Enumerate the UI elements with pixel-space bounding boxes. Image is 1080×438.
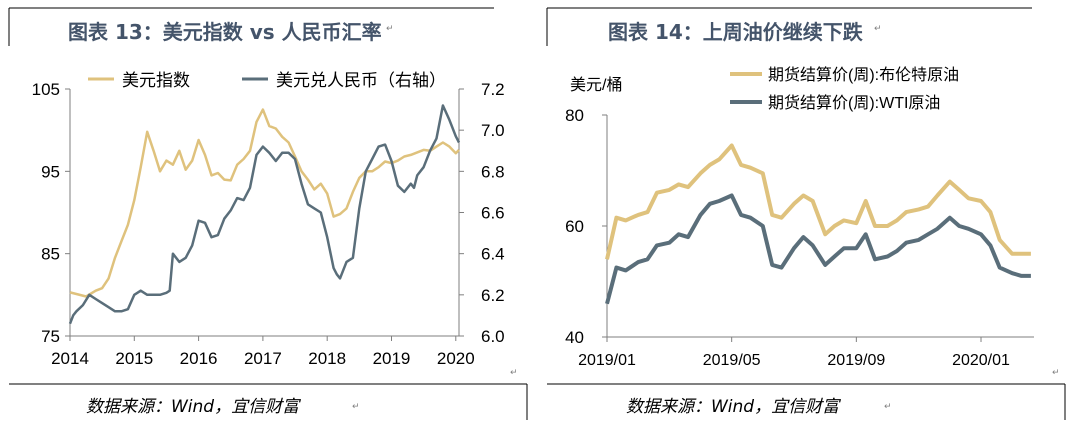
left-series: [68, 104, 461, 325]
paragraph-mark-icon: ↵: [1052, 368, 1060, 378]
right-chart: 美元/桶 期货结算价(周):布伦特原油 期货结算价(周):WTI原油 80 60 4…: [546, 7, 1066, 420]
legend-label-wti: 期货结算价(周):WTI原油: [768, 93, 940, 112]
x-tick-label: 2015: [115, 349, 153, 368]
x-tick-label: 2019: [373, 349, 411, 368]
paragraph-mark-icon: ↵: [510, 368, 518, 378]
y-right-tick-label: 7.2: [481, 80, 505, 99]
y-left-tick-label: 85: [41, 245, 60, 264]
y-right-tick-label: 6.8: [481, 162, 505, 181]
x-tick-label: 2014: [51, 349, 89, 368]
left-frame: [8, 7, 528, 420]
series-line-brent: [605, 143, 1031, 260]
x-tick-label: 2020: [437, 349, 475, 368]
legend-label-dxy: 美元指数: [122, 71, 190, 90]
left-source-note: 数据来源：Wind，宜信财富: [86, 397, 300, 417]
paragraph-mark-icon: ↵: [874, 24, 882, 34]
legend-label-brent: 期货结算价(周):布伦特原油: [768, 65, 959, 84]
x-tick-label: 2020/01: [952, 352, 1010, 369]
right-y-unit-label: 美元/桶: [570, 76, 622, 94]
paragraph-mark-icon: ↵: [352, 402, 360, 412]
left-axes: 105 95 85 75 7.2 7.0 6.8 6.6 6.4 6.2 6.0 2014 2015 20…: [32, 80, 505, 368]
x-tick-label: 2019/01: [578, 352, 636, 369]
y-right-tick-label: 6.0: [481, 327, 505, 346]
x-tick-label: 2016: [180, 349, 218, 368]
left-chart-title: 图表 13：美元指数 vs 人民币汇率: [68, 20, 382, 44]
y-tick-label: 80: [565, 106, 584, 125]
y-left-tick-label: 75: [41, 327, 60, 346]
x-tick-label: 2017: [244, 349, 282, 368]
legend-label-cny: 美元兑人民币（右轴）: [276, 71, 446, 90]
x-tick-label: 2019/05: [703, 352, 761, 369]
y-right-tick-label: 6.2: [481, 286, 505, 305]
right-panel: 图表 14：上周油价继续下跌 ↵ 美元/桶 期货结算价(周):布伦特原油 期货结…: [540, 0, 1080, 438]
paragraph-mark-icon: ↵: [386, 24, 394, 34]
right-legend: 期货结算价(周):布伦特原油 期货结算价(周):WTI原油: [730, 65, 959, 112]
series-line-dxy: [69, 108, 460, 298]
y-left-tick-label: 95: [41, 162, 60, 181]
y-left-tick-label: 105: [32, 80, 60, 99]
left-legend: 美元指数 美元兑人民币（右轴）: [88, 71, 446, 90]
right-series: [605, 143, 1031, 305]
left-chart: 美元指数 美元兑人民币（右轴） 105 95 85 75 7.2 7.0 6.8 6.6 6.4…: [8, 7, 528, 420]
left-panel: 图表 13：美元指数 vs 人民币汇率 ↵ 美元指数 美元兑人民币（右轴） 10…: [8, 7, 528, 420]
x-tick-label: 2019/09: [827, 352, 885, 369]
paragraph-mark-icon: ↵: [884, 402, 892, 412]
y-tick-label: 60: [565, 217, 584, 236]
y-right-tick-label: 6.6: [481, 204, 505, 223]
right-chart-title: 图表 14：上周油价继续下跌: [608, 20, 863, 44]
y-right-tick-label: 7.0: [481, 121, 505, 140]
right-source-note: 数据来源：Wind，宜信财富: [626, 397, 840, 417]
right-axes: 80 60 40 2019/01 2019/05 2019/09 2020/01: [565, 106, 1034, 369]
x-tick-label: 2018: [308, 349, 346, 368]
right-frame: [546, 7, 1066, 420]
y-right-tick-label: 6.4: [481, 245, 505, 264]
series-line-cny: [68, 104, 461, 325]
y-tick-label: 40: [565, 328, 584, 347]
series-line-wti: [605, 193, 1031, 305]
